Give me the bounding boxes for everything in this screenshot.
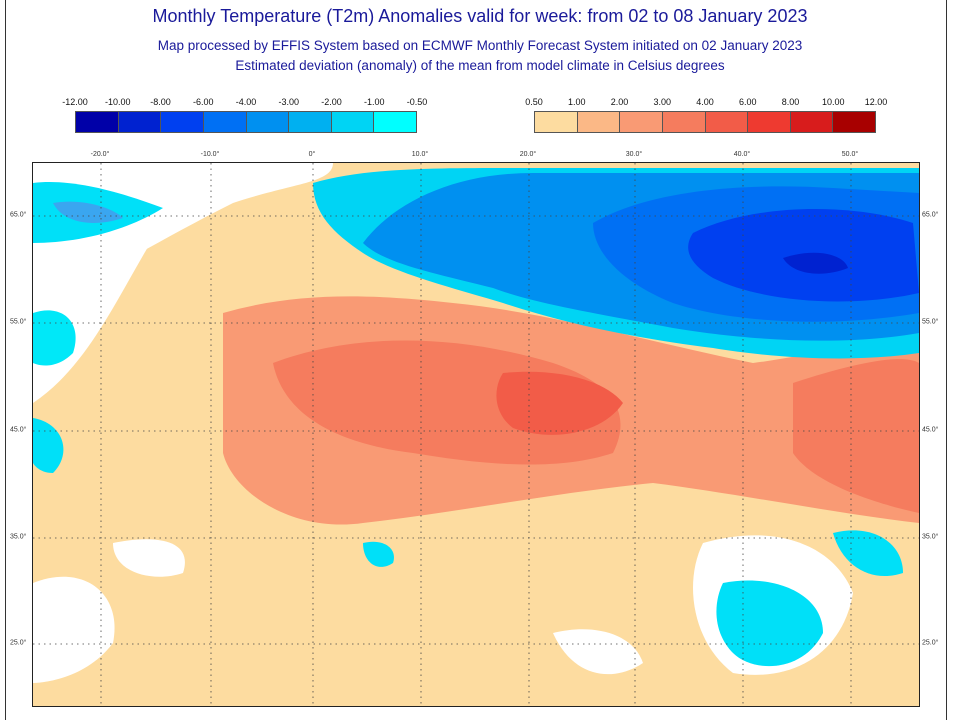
latitude-label: 65.0° xyxy=(10,211,27,219)
latitude-label: 25.0° xyxy=(922,639,939,647)
legend-tick-label: -4.00 xyxy=(235,97,257,107)
legend-swatch xyxy=(535,112,578,132)
anomaly-map-svg xyxy=(33,163,919,706)
legend-tick-label: -2.00 xyxy=(321,97,342,107)
anomaly-fields xyxy=(33,163,919,706)
legend-tick-label: 10.00 xyxy=(821,97,845,107)
legend-swatch xyxy=(620,112,663,132)
map-title: Monthly Temperature (T2m) Anomalies vali… xyxy=(152,6,808,26)
longitude-label: -10.0° xyxy=(200,151,220,158)
legend-tick-label: 6.00 xyxy=(738,97,757,107)
longitude-label: 40.0° xyxy=(733,151,751,158)
legend-swatch xyxy=(289,112,332,132)
legend-tick-label: 2.00 xyxy=(610,97,629,107)
legend-tick-label: 1.00 xyxy=(567,97,586,107)
legend-swatch xyxy=(748,112,791,132)
iceland-core xyxy=(53,201,123,223)
legend-tick-label: 12.00 xyxy=(864,97,888,107)
legend-tick-label: -6.00 xyxy=(192,97,214,107)
legend-swatch xyxy=(790,112,834,132)
legend-swatch xyxy=(76,112,119,132)
anomaly-map xyxy=(32,162,920,707)
longitude-label: 30.0° xyxy=(625,151,643,158)
longitude-label: 20.0° xyxy=(519,151,537,158)
legend-tick-label: 4.00 xyxy=(696,97,714,107)
legend-tick-label: -0.50 xyxy=(406,97,428,107)
legend-swatch xyxy=(331,112,375,132)
longitude-label: 10.0° xyxy=(411,151,429,158)
cold-patch-west-africa xyxy=(33,576,115,683)
legend-positive-anomaly: 0.50 1.00 2.00 3.00 4.00 6.00 8.00 10.00 12.00 xyxy=(525,97,887,133)
latitude-label: 55.0° xyxy=(922,318,939,326)
legend-tick-label: 8.00 xyxy=(781,97,800,107)
longitude-label: 0° xyxy=(308,151,316,158)
legend-swatch xyxy=(246,112,290,132)
legend-tick-label: 3.00 xyxy=(653,97,672,107)
latitude-label: 35.0° xyxy=(10,533,27,541)
graticule xyxy=(33,163,919,706)
map-subtitle-description: Estimated deviation (anomaly) of the mea… xyxy=(235,58,725,73)
warm-east xyxy=(793,359,919,513)
cold-core-center xyxy=(783,252,848,274)
cold-patch-west xyxy=(33,310,76,366)
legend-swatch xyxy=(118,112,162,132)
legend-swatch xyxy=(833,112,875,132)
latitude-label: 65.0° xyxy=(922,211,939,219)
legend-tick-label: -8.00 xyxy=(150,97,171,107)
latitude-label: 35.0° xyxy=(922,533,939,541)
cold-patch-libya xyxy=(363,541,394,567)
legend-swatch xyxy=(374,112,416,132)
cold-patch-arabia-core xyxy=(716,580,823,667)
warm-core-balkans xyxy=(496,371,623,435)
cold-patch-iran xyxy=(833,530,903,577)
latitude-label: 55.0° xyxy=(10,318,27,326)
legend-tick-label: -10.00 xyxy=(104,97,131,107)
longitude-label: -20.0° xyxy=(90,151,110,158)
figure-frame xyxy=(5,0,947,720)
latitude-label: 45.0° xyxy=(922,426,939,434)
legend-tick-label: -3.00 xyxy=(278,97,300,107)
legend-swatch xyxy=(705,112,749,132)
legend-tick-label: 0.50 xyxy=(525,97,543,107)
cold-patch-sahara xyxy=(113,539,185,577)
legend-tick-label: -12.00 xyxy=(62,97,88,107)
cold-patch-egypt xyxy=(553,629,643,675)
warm-field-strong xyxy=(273,340,621,465)
legend-swatch xyxy=(662,112,706,132)
legend-tick-label: -1.00 xyxy=(363,97,385,107)
cold-patch-north-sea xyxy=(33,418,64,473)
latitude-label: 45.0° xyxy=(10,426,27,434)
legend-swatch xyxy=(577,112,621,132)
legend-swatch xyxy=(161,112,204,132)
map-subtitle-source: Map processed by EFFIS System based on E… xyxy=(157,38,803,53)
legend-negative-anomaly: -12.00 -10.00 -8.00 -6.00 -4.00 -3.00 -2.00 -1.… xyxy=(62,97,427,133)
latitude-label: 25.0° xyxy=(10,639,27,647)
legend-swatch xyxy=(203,112,247,132)
longitude-label: 50.0° xyxy=(841,151,859,158)
